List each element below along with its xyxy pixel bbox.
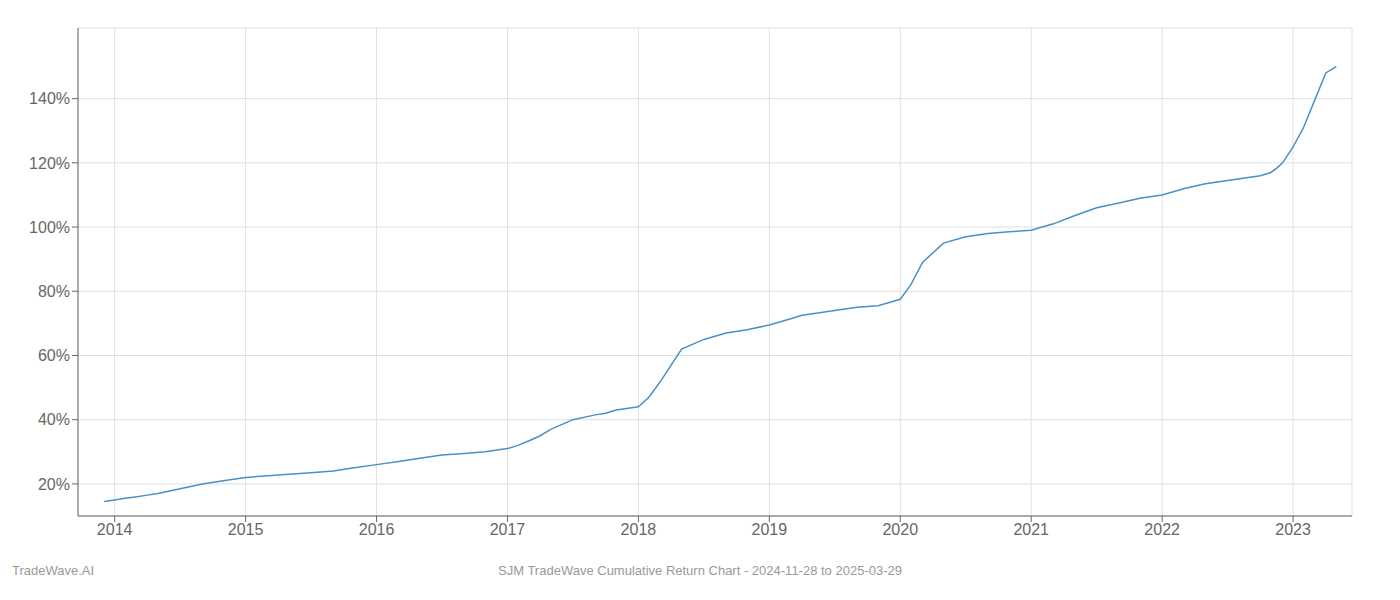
svg-text:60%: 60% [38, 347, 70, 364]
svg-text:2021: 2021 [1013, 521, 1049, 538]
svg-text:2023: 2023 [1275, 521, 1311, 538]
svg-text:2020: 2020 [882, 521, 918, 538]
html-text:SJM TradeWave Cumulative Retur: SJM TradeWave Cumulative Return Chart - … [498, 563, 902, 578]
svg-text:20%: 20% [38, 476, 70, 493]
svg-text:2018: 2018 [621, 521, 657, 538]
svg-text:100%: 100% [29, 219, 70, 236]
svg-text:2019: 2019 [752, 521, 788, 538]
svg-text:2016: 2016 [359, 521, 395, 538]
svg-text:140%: 140% [29, 90, 70, 107]
svg-text:2017: 2017 [490, 521, 526, 538]
svg-text:80%: 80% [38, 283, 70, 300]
svg-text:120%: 120% [29, 155, 70, 172]
html-text:TradeWave.AI: TradeWave.AI [12, 563, 95, 578]
svg-text:2015: 2015 [228, 521, 264, 538]
svg-text:40%: 40% [38, 411, 70, 428]
svg-text:2022: 2022 [1144, 521, 1180, 538]
svg-text:2014: 2014 [97, 521, 133, 538]
